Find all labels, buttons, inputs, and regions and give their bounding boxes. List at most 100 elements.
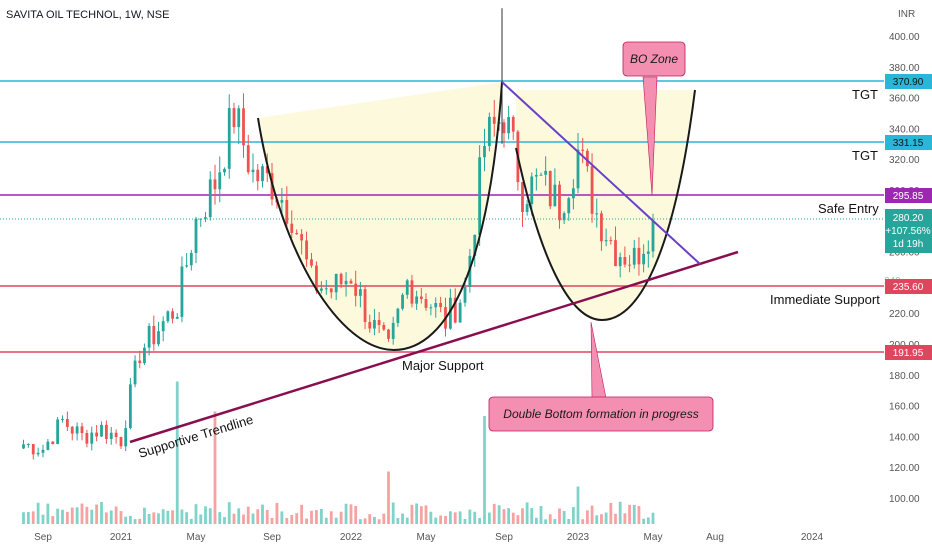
volume-bar [329,511,333,524]
candle-body [458,302,462,323]
volume-bar [539,506,543,524]
volume-bar [585,510,589,524]
cup-fill-left [258,82,502,350]
volume-bar [41,514,45,524]
volume-bar [290,515,294,524]
volume-bar [600,514,603,524]
y-tick-label: 160.00 [889,402,920,413]
candle-body [448,297,452,329]
candle-body [525,204,529,212]
volume-bar [401,513,404,524]
candle-body [161,321,165,332]
candle-body [256,169,260,182]
x-tick-label: Sep [495,532,513,543]
y-tick-label: 360.00 [889,94,920,105]
volume-bar [558,508,561,524]
volume-bar [75,507,79,524]
candle-body [329,288,333,293]
volume-bar [609,502,613,524]
badge-295 [885,188,932,203]
candle-body [396,308,400,323]
candle-body [373,319,376,329]
candle-body [502,122,506,134]
volume-bar [305,518,308,524]
x-tick-label: 2021 [110,532,133,543]
candle-body [368,321,372,329]
badge-331-text: 331.15 [893,138,924,149]
volume-bar [265,510,269,524]
candle-body [124,428,128,447]
candle-body [344,280,348,285]
candle-body [434,302,438,308]
price-axis[interactable]: INR 100.00120.00140.00160.00180.00200.00… [884,0,932,524]
candle-body [61,418,64,420]
level-badges: 370.90 331.15 295.85 280.20 +107.56% 1d … [885,74,932,360]
volume-bar [189,518,193,524]
volume-bar [56,508,60,524]
volume-bar [473,511,477,524]
volume-bar [223,517,226,524]
badge-295-text: 295.85 [893,191,924,202]
candle-body [419,296,423,300]
candle-body [530,176,534,205]
candle-body [290,223,294,233]
badge-370 [885,74,932,89]
candle-body [143,347,146,364]
volume-bar [175,381,179,524]
volume-bar [478,517,482,524]
volume-bar [213,411,217,524]
y-tick-label: 380.00 [889,63,920,74]
candle-body [354,283,358,296]
candle-body [439,302,443,308]
tgt-label-lower: TGT [852,148,878,163]
x-tick-label: 2022 [340,532,363,543]
volume-bar [22,512,25,524]
candle-body [507,117,511,134]
volume-bar [614,513,617,524]
volume-bar [410,504,414,524]
candle-body [558,184,561,221]
time-axis[interactable]: Sep 2021 May Sep 2022 May Sep 2023 May Aug 2024 [34,532,823,543]
volume-bar [448,511,452,524]
double-bottom-box [488,396,714,432]
candle-body [251,169,255,173]
y-tick-label: 320.00 [889,155,920,166]
y-tick-label: 400.00 [889,32,920,43]
volume-bar [114,506,118,524]
volume-bar [275,502,279,524]
major-support-label: Major Support [402,358,484,373]
candle-body [315,265,318,291]
volume-bar [242,514,245,524]
candle-body [567,198,571,214]
volume-bar [232,513,236,524]
double-bottom-label: Double Bottom formation in progress [503,407,698,421]
volume-bar [124,516,128,524]
safe-entry-label: Safe Entry [818,201,879,216]
volume-bar [46,503,50,524]
currency-label: INR [898,9,915,20]
candle-body [534,174,538,177]
volume-bar [646,517,650,524]
candle-body [571,188,575,199]
candle-body [363,289,367,322]
volume-bar [516,515,520,524]
supportive-trendline [129,250,739,444]
candle-body [114,432,118,438]
volume-bar [157,513,160,524]
candle-body [109,432,113,439]
volume-bar [104,512,108,524]
volume-bar [161,509,165,524]
candle-body [237,108,241,128]
candle-body [614,240,617,267]
volume-bar [166,510,170,524]
volume-bar [373,516,376,524]
candle-body [623,256,627,265]
volume-bar [632,504,636,524]
volume-bar [315,510,318,524]
volume-bar [251,513,255,524]
volume-bar [571,507,575,524]
volume-bar [51,516,55,524]
candle-body [152,325,156,345]
candle-layer [22,8,655,460]
